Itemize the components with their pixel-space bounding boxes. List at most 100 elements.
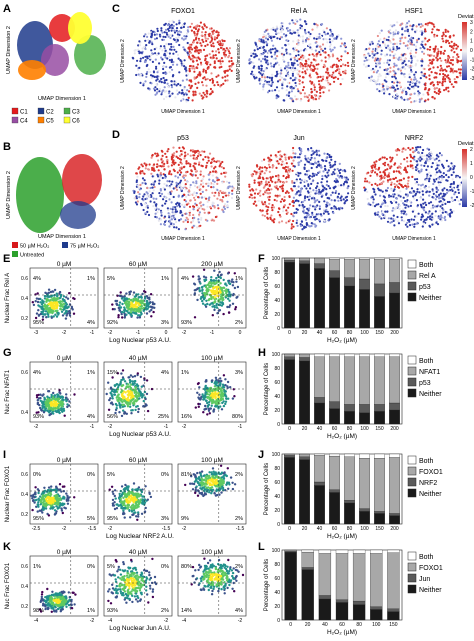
umap-point <box>198 71 201 74</box>
umap-point <box>185 195 188 198</box>
umap-point <box>296 224 299 227</box>
umap-point <box>441 37 444 40</box>
umap-point <box>163 195 166 198</box>
umap-point <box>211 158 214 161</box>
scatter-point <box>226 272 230 275</box>
scatter-point <box>55 305 59 308</box>
umap-point <box>301 228 304 231</box>
umap-point <box>202 175 205 178</box>
scatter-point <box>40 310 43 314</box>
umap-point <box>268 35 271 38</box>
umap-point <box>276 55 279 58</box>
umap-point <box>164 49 167 52</box>
scatter-point <box>55 297 58 301</box>
umap-point <box>400 199 403 202</box>
umap-point <box>309 158 312 161</box>
umap-point <box>196 63 199 66</box>
umap-point <box>281 198 284 201</box>
umap-point <box>200 94 203 97</box>
umap-point <box>380 217 383 220</box>
umap-point <box>205 90 208 93</box>
umap-point <box>260 64 263 67</box>
umap-point <box>410 85 413 88</box>
umap-point <box>184 179 187 182</box>
umap-point <box>377 59 380 62</box>
umap-point <box>334 160 337 163</box>
umap-point <box>198 202 201 205</box>
umap-point <box>320 23 324 26</box>
scatter-point <box>136 316 139 319</box>
scatter-point <box>197 275 200 278</box>
scatter-point <box>222 312 225 316</box>
umap-point <box>416 164 419 167</box>
umap-point <box>180 153 183 156</box>
umap-point <box>175 89 178 92</box>
umap-point <box>216 36 219 40</box>
umap-point <box>163 86 166 89</box>
umap-point <box>176 156 180 160</box>
scatter-point <box>193 282 196 285</box>
cluster-c5-blob <box>18 60 46 80</box>
umap-point <box>409 160 412 163</box>
umap-point <box>337 192 340 195</box>
umap-point <box>200 34 203 37</box>
umap-point <box>193 46 196 50</box>
umap-point <box>443 216 446 220</box>
umap-point <box>228 47 231 50</box>
umap-point <box>363 180 367 183</box>
umap-point <box>258 71 261 74</box>
umap-point <box>192 173 195 176</box>
umap-point <box>384 44 387 48</box>
umap-point <box>299 189 302 193</box>
umap-point <box>387 63 391 66</box>
umap-point <box>455 43 458 47</box>
umap-point <box>270 84 273 87</box>
umap-point <box>183 93 186 96</box>
umap-point <box>307 161 311 164</box>
umap-point <box>318 36 321 39</box>
umap-point <box>263 214 266 218</box>
umap-point <box>145 75 148 78</box>
umap-point <box>306 212 309 215</box>
umap-point <box>135 179 138 182</box>
legend-swatch-untreated <box>12 251 18 257</box>
umap-point <box>412 150 415 153</box>
umap-point <box>163 47 166 50</box>
umap-point <box>432 157 435 160</box>
umap-point <box>278 50 281 53</box>
umap-point <box>406 156 409 159</box>
scatter-point <box>138 316 142 319</box>
umap-point <box>441 176 444 179</box>
scatter-point <box>50 295 53 298</box>
umap-point <box>386 179 390 182</box>
umap-point <box>336 68 339 72</box>
umap-point <box>403 57 406 61</box>
umap-point <box>277 207 281 210</box>
umap-point <box>165 184 168 187</box>
umap-point <box>328 74 331 77</box>
umap-point <box>370 165 373 168</box>
umap-point <box>383 196 386 199</box>
umap-point <box>195 194 198 197</box>
umap-point <box>423 72 427 75</box>
umap-point <box>301 81 304 84</box>
umap-point <box>204 31 207 34</box>
umap-point <box>161 58 164 61</box>
umap-point <box>408 224 412 227</box>
umap-point <box>268 188 271 192</box>
umap-point <box>212 186 215 189</box>
umap-point <box>176 93 179 96</box>
umap-point <box>452 181 455 184</box>
umap-point <box>279 25 282 28</box>
umap-point <box>313 22 316 25</box>
umap-point <box>260 67 263 70</box>
umap-point <box>383 61 386 65</box>
umap-point <box>200 44 203 47</box>
umap-point <box>155 165 159 168</box>
umap-point <box>311 28 314 31</box>
umap-point <box>188 67 191 70</box>
umap-point <box>291 79 295 82</box>
umap-point <box>178 154 182 157</box>
umap-point <box>327 174 330 177</box>
umap-point <box>147 187 150 190</box>
